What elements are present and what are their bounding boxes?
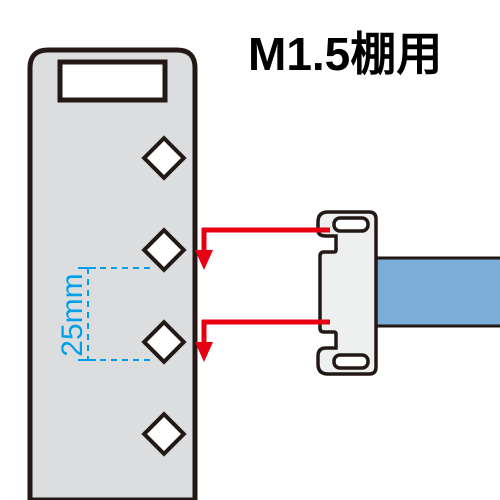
bracket-plate (318, 212, 376, 374)
arrows (195, 228, 330, 362)
arrow-upper-head (195, 250, 213, 270)
arrow-lower (195, 320, 330, 362)
arrow-lower-head (195, 342, 213, 362)
diagram-svg (0, 0, 500, 500)
post-top-opening (60, 62, 165, 100)
arrow-upper (195, 228, 330, 270)
diagram-stage: M1.5棚用 (0, 0, 500, 500)
dimension-label: 25mm (56, 270, 90, 360)
beam (365, 258, 500, 326)
bracket (318, 212, 376, 374)
bracket-slot-bottom (334, 355, 368, 368)
post (30, 50, 195, 500)
bracket-slot-top (334, 218, 368, 231)
